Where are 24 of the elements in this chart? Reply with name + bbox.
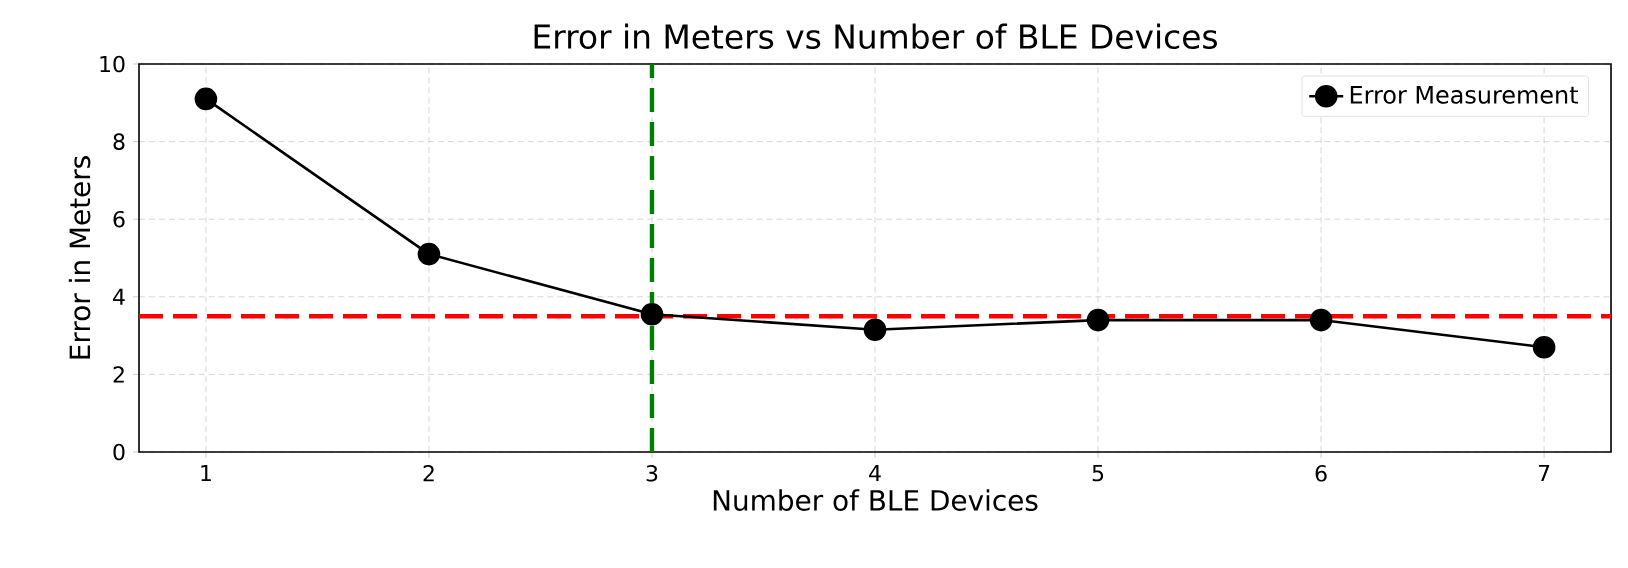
x-tick-label: 4 bbox=[869, 465, 881, 482]
chart-title: Error in Meters vs Number of BLE Devices bbox=[534, 23, 1217, 49]
point bbox=[1086, 308, 1110, 332]
point bbox=[194, 87, 218, 111]
y-tick-label: 6 bbox=[113, 210, 125, 228]
point bbox=[863, 318, 887, 342]
y-tick-label: 8 bbox=[113, 133, 125, 150]
y-tick-label: 10 bbox=[100, 55, 125, 73]
point bbox=[1309, 308, 1333, 332]
y-axis-title: Error in Meters bbox=[68, 156, 91, 359]
x-tick-label: 2 bbox=[423, 465, 434, 482]
y-tick-label: 4 bbox=[113, 288, 125, 305]
x-tick-label: 1 bbox=[201, 465, 211, 482]
x-tick-label: 5 bbox=[1092, 465, 1104, 482]
y-tick-label: 0 bbox=[113, 443, 125, 461]
x-tick-label: 3 bbox=[646, 465, 658, 482]
point bbox=[1532, 335, 1556, 359]
y-tick-label: 2 bbox=[113, 366, 124, 383]
x-axis-title: Number of BLE Devices bbox=[713, 489, 1038, 511]
x-tick-label: 7 bbox=[1538, 465, 1550, 482]
legend-label: Error Measurement bbox=[1350, 86, 1578, 104]
point bbox=[417, 242, 441, 266]
x-tick-label: 6 bbox=[1315, 465, 1327, 482]
point bbox=[640, 302, 664, 326]
